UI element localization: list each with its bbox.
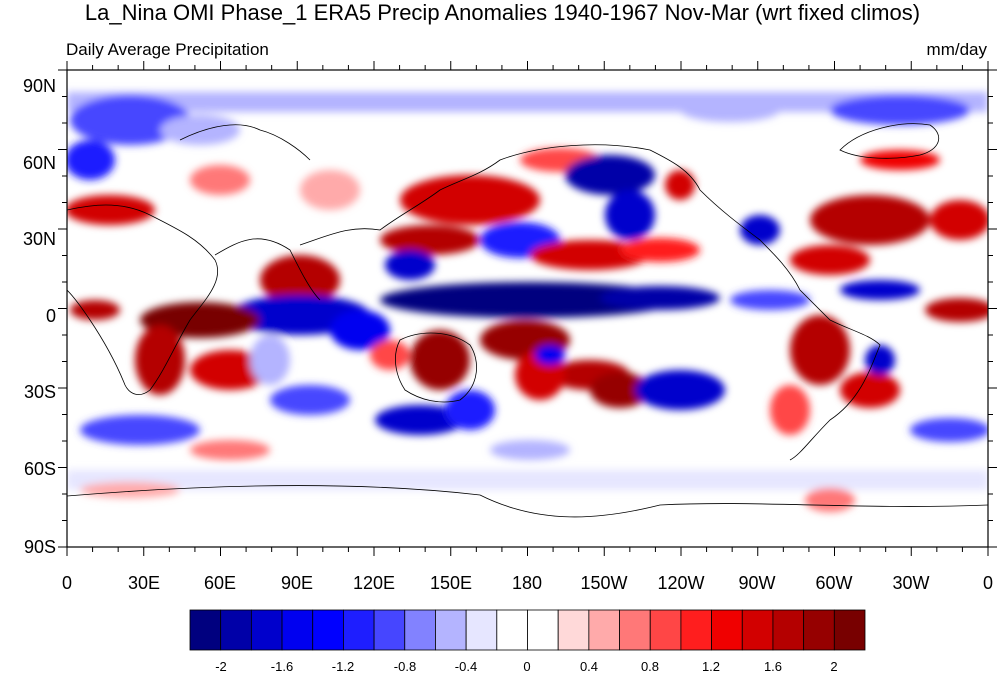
anomaly-field xyxy=(67,70,988,547)
lat-label-60s: 60S xyxy=(24,459,56,479)
colorbar-swatch xyxy=(435,609,467,651)
colorbar-label: 2 xyxy=(830,659,837,674)
colorbar xyxy=(189,609,866,651)
lat-label-30n: 30N xyxy=(23,229,56,249)
colorbar-label: 1.2 xyxy=(702,659,720,674)
colorbar-swatch xyxy=(711,609,743,651)
colorbar-swatch xyxy=(803,609,835,651)
lon-label-30w: 30W xyxy=(892,573,929,593)
lon-label-120e: 120E xyxy=(353,573,395,593)
colorbar-swatch xyxy=(373,609,406,651)
colorbar-swatch xyxy=(649,609,682,651)
lon-label-60e: 60E xyxy=(204,573,236,593)
lon-label-60w: 60W xyxy=(815,573,852,593)
colorbar-swatch xyxy=(465,609,498,651)
colorbar-label: 1.6 xyxy=(764,659,782,674)
colorbar-label: -0.8 xyxy=(394,659,416,674)
colorbar-swatch xyxy=(619,609,651,651)
colorbar-label: -2 xyxy=(215,659,227,674)
colorbar-swatch xyxy=(557,609,590,651)
colorbar-label: -1.6 xyxy=(271,659,293,674)
lon-label-120w: 120W xyxy=(657,573,704,593)
variable-label: Daily Average Precipitation xyxy=(66,40,269,59)
lon-label-30e: 30E xyxy=(128,573,160,593)
colorbar-swatch xyxy=(588,609,620,651)
colorbar-swatch xyxy=(220,609,252,651)
colorbar-swatch xyxy=(741,609,774,651)
lon-label-150w: 150W xyxy=(580,573,627,593)
colorbar-swatch xyxy=(527,609,559,651)
lon-label-0: 0 xyxy=(62,573,72,593)
colorbar-label: -1.2 xyxy=(332,659,354,674)
axis-ticks xyxy=(58,61,997,556)
colorbar-swatch xyxy=(281,609,314,651)
colorbar-label: -0.4 xyxy=(455,659,477,674)
lat-label-60n: 60N xyxy=(23,153,56,173)
colorbar-swatch xyxy=(772,609,805,651)
lon-label-90w: 90W xyxy=(738,573,775,593)
colorbar-swatch xyxy=(404,609,436,651)
lat-label-0: 0 xyxy=(46,306,56,326)
colorbar-label: 0 xyxy=(523,659,530,674)
units-label: mm/day xyxy=(926,40,987,59)
lat-label-90s: 90S xyxy=(24,537,56,557)
lat-label-30s: 30S xyxy=(24,382,56,402)
colorbar-swatch xyxy=(250,609,283,651)
colorbar-swatch xyxy=(343,609,375,651)
colorbar-swatch xyxy=(312,609,344,651)
lon-label-90e: 90E xyxy=(281,573,313,593)
lon-label-0-east: 0 xyxy=(983,573,993,593)
colorbar-swatch xyxy=(496,609,528,651)
plot-title: La_Nina OMI Phase_1 ERA5 Precip Anomalie… xyxy=(84,0,921,25)
lon-label-180: 180 xyxy=(512,573,542,593)
colorbar-swatch xyxy=(833,609,866,651)
colorbar-swatch xyxy=(680,609,712,651)
colorbar-label: 0.4 xyxy=(580,659,598,674)
lat-label-90n: 90N xyxy=(23,76,56,96)
lon-label-150e: 150E xyxy=(430,573,472,593)
colorbar-swatch xyxy=(189,609,222,651)
colorbar-label: 0.8 xyxy=(641,659,659,674)
coastlines xyxy=(67,123,988,518)
